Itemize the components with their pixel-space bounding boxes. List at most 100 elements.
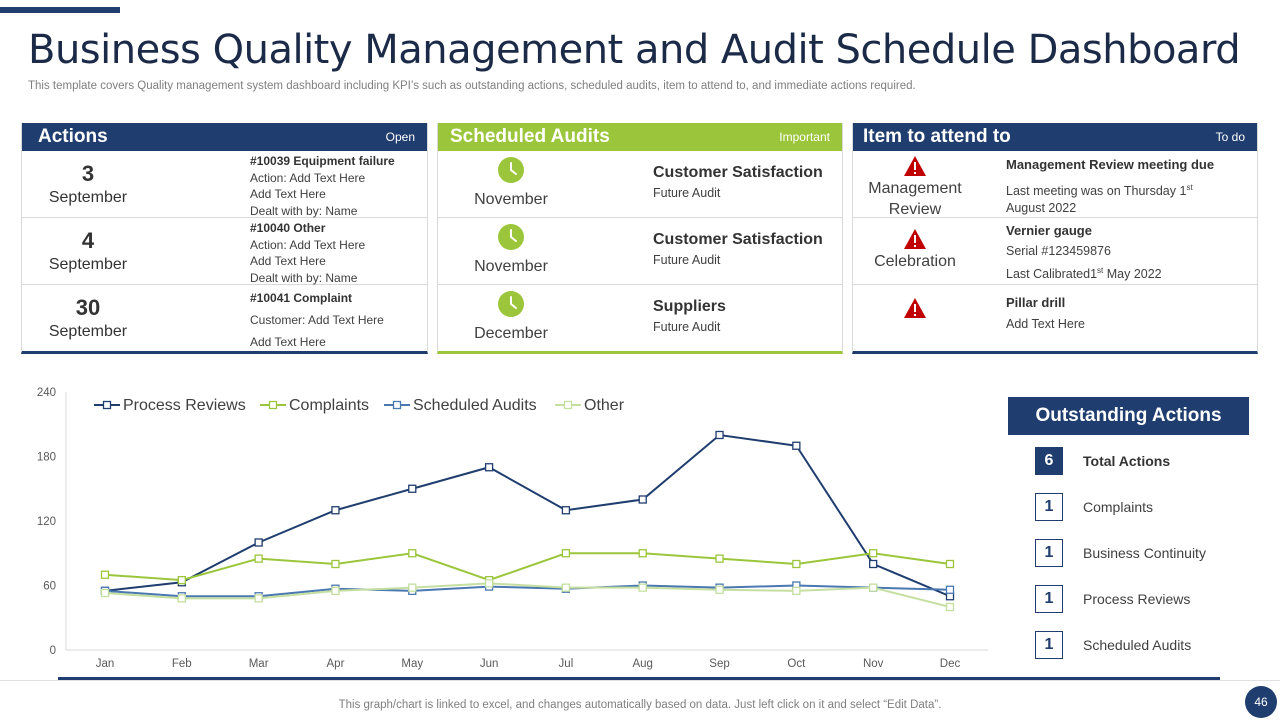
x-tick-label: Sep	[709, 658, 729, 670]
action-date: 30 September	[22, 285, 154, 352]
outstanding-item[interactable]: 1 Process Reviews	[1035, 585, 1265, 613]
action-id: #10040 Other	[250, 221, 326, 235]
data-point	[715, 430, 724, 440]
x-tick-label: Oct	[787, 658, 806, 670]
action-details: #10041 Complaint Customer: Add Text Here…	[250, 287, 384, 353]
item-row[interactable]: Management Review Management Review meet…	[853, 151, 1257, 218]
data-point	[869, 549, 878, 558]
data-point	[638, 583, 647, 592]
item-row[interactable]: Pillar drill Add Text Here	[853, 285, 1257, 352]
series-line	[104, 433, 951, 598]
line-chart[interactable]: 0 60 120 180 240 Jan Feb Mar Apr May Jun Jul Aug Sep O…	[28, 378, 998, 678]
top-accent-bar	[0, 7, 120, 13]
audit-row[interactable]: November Customer Satisfaction Future Au…	[438, 218, 842, 285]
y-tick-label: 120	[37, 516, 56, 528]
data-point	[638, 495, 647, 504]
action-line: Add Text Here	[250, 187, 326, 201]
data-point	[561, 549, 571, 558]
data-point	[869, 559, 878, 569]
audit-month: November	[474, 258, 548, 275]
series-line	[104, 582, 951, 608]
action-row[interactable]: 4 September #10040 Other Action: Add Tex…	[22, 218, 427, 285]
outstanding-actions-header: Outstanding Actions	[1008, 397, 1249, 435]
actions-header: Actions Open	[22, 123, 427, 151]
action-id: #10039 Equipment failure	[250, 154, 395, 168]
outstanding-label: Business Continuity	[1083, 545, 1206, 561]
item-label: Celebration	[874, 253, 956, 270]
x-tick-label: Dec	[940, 658, 961, 670]
warning-icon	[904, 229, 926, 249]
data-point	[100, 570, 110, 579]
action-month: September	[48, 189, 128, 206]
footer-divider	[0, 680, 1280, 681]
data-point	[869, 583, 878, 592]
data-point	[254, 594, 263, 603]
items-header: Item to attend to To do	[853, 123, 1257, 151]
data-point	[100, 588, 110, 598]
audit-row[interactable]: November Customer Satisfaction Future Au…	[438, 151, 842, 218]
action-row[interactable]: 30 September #10041 Complaint Customer: …	[22, 285, 427, 352]
action-month: September	[48, 323, 128, 340]
warning-icon	[904, 298, 926, 318]
action-day: 3	[81, 161, 95, 186]
audit-title: Customer Satisfaction	[653, 164, 823, 181]
outstanding-count: 6	[1035, 447, 1063, 475]
outstanding-label: Total Actions	[1083, 453, 1171, 469]
action-id: #10041 Complaint	[250, 291, 353, 305]
actions-title: Actions	[38, 126, 108, 147]
data-point	[484, 579, 494, 588]
outstanding-count: 1	[1035, 631, 1063, 659]
item-heading: Management Review meeting due	[1006, 157, 1215, 172]
items-tag: To do	[1215, 130, 1245, 144]
data-point	[177, 594, 186, 603]
footer-note: This graph/chart is linked to excel, and…	[338, 699, 942, 711]
outstanding-item[interactable]: 6 Total Actions	[1035, 447, 1265, 475]
audit-subtitle: Future Audit	[653, 320, 721, 334]
item-line: August 2022	[1006, 201, 1077, 216]
action-line: Action: Add Text Here	[250, 237, 366, 252]
item-line: Last meeting was on Thursday 1	[1006, 184, 1187, 199]
action-day: 30	[75, 295, 101, 320]
data-point	[561, 506, 571, 515]
action-date: 4 September	[22, 218, 154, 284]
page-title: Business Quality Management and Audit Sc…	[28, 27, 1241, 73]
outstanding-item[interactable]: 1 Scheduled Audits	[1035, 631, 1265, 659]
data-point	[638, 549, 647, 558]
page-subtitle: This template covers Quality management …	[28, 80, 916, 92]
x-tick-label: Mar	[249, 658, 269, 670]
actions-tag: Open	[385, 130, 415, 144]
action-row[interactable]: 3 September #10039 Equipment failure Act…	[22, 151, 427, 218]
clock-icon	[498, 291, 524, 317]
outstanding-label: Complaints	[1083, 499, 1154, 515]
outstanding-label: Scheduled Audits	[1083, 637, 1192, 653]
data-point	[331, 506, 340, 515]
outstanding-item[interactable]: 1 Business Continuity	[1035, 539, 1265, 567]
item-label: Management	[868, 180, 962, 197]
audit-month: November	[474, 191, 548, 208]
clock-icon	[498, 224, 524, 250]
bottom-accent-line	[58, 677, 1220, 680]
item-label: Review	[888, 201, 942, 218]
scheduled-audits-panel: Scheduled Audits Important November Cust…	[437, 123, 843, 354]
legend-swatch-marker	[392, 400, 402, 410]
legend-label: Scheduled Audits	[413, 397, 537, 414]
data-point	[331, 586, 340, 596]
actions-panel: Actions Open 3 September #10039 Equipmen…	[21, 123, 428, 354]
legend-swatch-marker	[563, 400, 573, 410]
data-point	[561, 583, 571, 592]
action-date: 3 September	[22, 151, 154, 217]
audit-subtitle: Future Audit	[653, 186, 721, 200]
data-point	[792, 559, 801, 569]
y-tick-label: 180	[37, 452, 56, 464]
data-point	[331, 559, 340, 569]
x-tick-label: Nov	[863, 658, 884, 670]
outstanding-item[interactable]: 1 Complaints	[1035, 493, 1265, 521]
item-row[interactable]: Celebration Vernier gauge Serial #123459…	[853, 218, 1257, 285]
action-line: Dealt with by: Name	[250, 203, 358, 218]
audit-row[interactable]: December Suppliers Future Audit	[438, 285, 842, 352]
data-point	[177, 575, 186, 585]
action-details: #10039 Equipment failure Action: Add Tex…	[250, 153, 395, 219]
item-sup: st	[1186, 183, 1193, 192]
action-line: Dealt with by: Name	[250, 270, 358, 285]
action-line: Action: Add Text Here	[250, 170, 366, 185]
